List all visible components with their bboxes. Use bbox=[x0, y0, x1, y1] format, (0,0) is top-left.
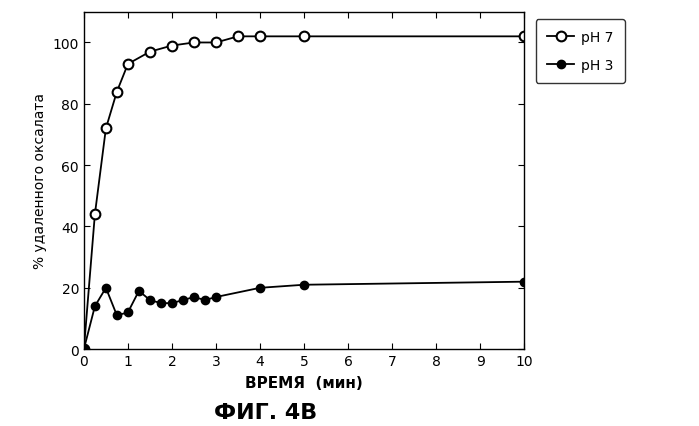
pH 7 bbox=[80, 347, 88, 352]
pH 3 bbox=[256, 285, 264, 291]
pH 3 bbox=[102, 285, 110, 291]
pH 7 bbox=[102, 127, 110, 132]
pH 3 bbox=[80, 347, 88, 352]
pH 3 bbox=[157, 301, 165, 306]
pH 3 bbox=[300, 282, 308, 288]
pH 7 bbox=[168, 44, 176, 49]
Text: ФИГ. 4В: ФИГ. 4В bbox=[214, 402, 317, 422]
pH 3 bbox=[91, 304, 99, 309]
pH 7 bbox=[256, 35, 264, 40]
Y-axis label: % удаленного оксалата: % удаленного оксалата bbox=[33, 93, 47, 269]
pH 7 bbox=[520, 35, 528, 40]
pH 3 bbox=[124, 310, 132, 315]
pH 3 bbox=[212, 295, 220, 300]
pH 7 bbox=[91, 212, 99, 217]
pH 7 bbox=[300, 35, 308, 40]
pH 7 bbox=[145, 50, 154, 55]
pH 3 bbox=[190, 295, 199, 300]
pH 3 bbox=[135, 289, 143, 294]
pH 3 bbox=[168, 301, 176, 306]
pH 3 bbox=[179, 298, 187, 303]
pH 3 bbox=[113, 313, 121, 318]
Line: pH 7: pH 7 bbox=[79, 32, 529, 354]
pH 7 bbox=[233, 35, 243, 40]
Legend: pH 7, pH 3: pH 7, pH 3 bbox=[535, 20, 625, 83]
X-axis label: ВРЕМЯ  (мин): ВРЕМЯ (мин) bbox=[245, 375, 363, 390]
pH 3 bbox=[520, 279, 528, 285]
Line: pH 3: pH 3 bbox=[80, 278, 528, 354]
pH 3 bbox=[145, 298, 154, 303]
pH 7 bbox=[124, 62, 132, 67]
pH 3 bbox=[201, 298, 209, 303]
pH 7 bbox=[190, 41, 199, 46]
pH 7 bbox=[212, 41, 220, 46]
pH 7 bbox=[113, 90, 121, 95]
